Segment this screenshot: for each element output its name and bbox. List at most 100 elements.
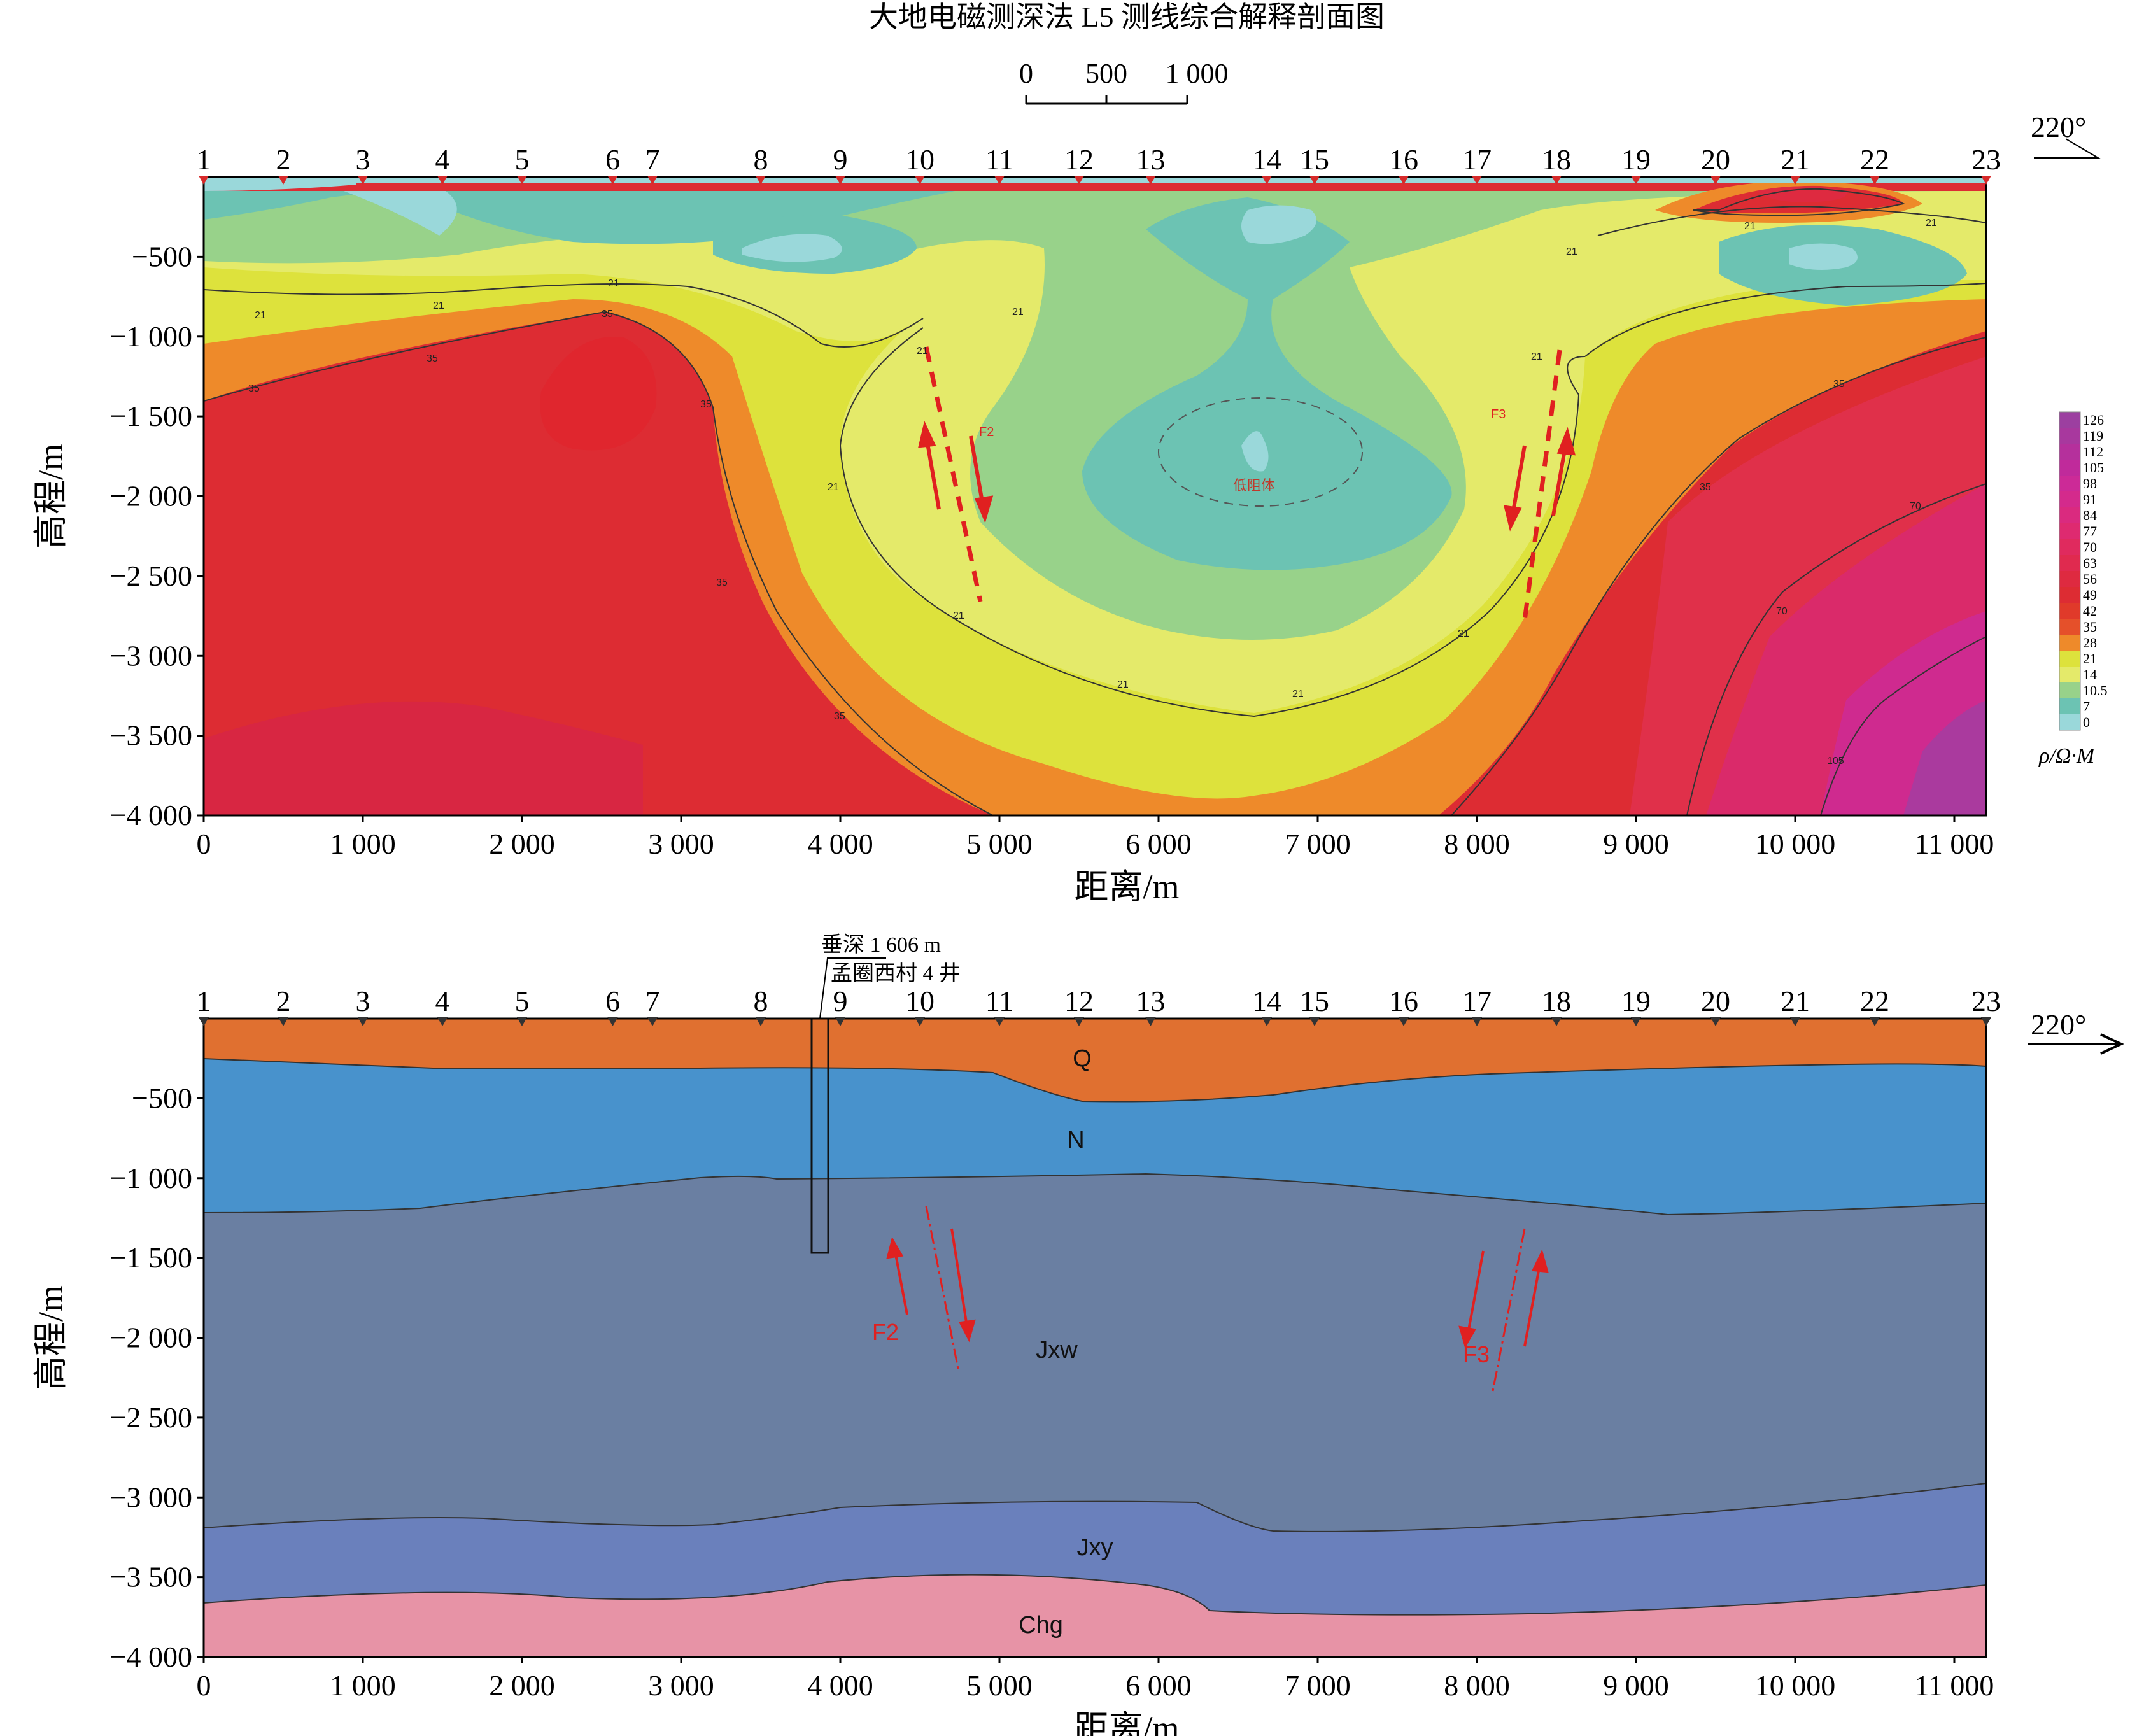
legend-unit: ρ/Ω·M	[2038, 744, 2096, 768]
legend-value: 10.5	[2083, 682, 2108, 698]
scale-bar: 0 500 1 000	[1019, 58, 1229, 105]
station-label: 23	[1971, 143, 2001, 176]
legend-value: 56	[2083, 571, 2097, 587]
legend-value: 119	[2083, 428, 2103, 444]
x-tick-label: 5 000	[966, 828, 1033, 860]
contour-label: 21	[1531, 351, 1542, 362]
x-tick-label: 8 000	[1444, 1669, 1510, 1702]
legend-swatch	[2059, 555, 2080, 572]
x-tick-label: 0	[197, 828, 211, 860]
y-tick-label: −4 000	[110, 1641, 192, 1673]
station-marker	[1631, 176, 1641, 185]
contour-label: 35	[716, 577, 728, 588]
legend-swatch	[2059, 571, 2080, 588]
station-marker	[358, 176, 368, 185]
y-tick-label: −1 000	[110, 320, 192, 353]
y-axis-label: 高程/m	[32, 1285, 70, 1390]
station-label: 4	[435, 985, 450, 1017]
station-label: 20	[1701, 985, 1730, 1017]
legend-swatch	[2059, 428, 2080, 444]
contour-label: 21	[1566, 246, 1577, 257]
contour-label: 21	[255, 310, 266, 321]
station-label: 1	[197, 985, 211, 1017]
station-marker	[1309, 1017, 1320, 1026]
x-axis-label: 距离/m	[1074, 868, 1179, 906]
station-marker	[1145, 1017, 1156, 1026]
x-tick-label: 11 000	[1915, 828, 1994, 860]
station-label: 16	[1389, 143, 1418, 176]
x-tick-label: 4 000	[807, 828, 873, 860]
contour-label: 35	[1700, 482, 1711, 493]
contour-label: 21	[1012, 307, 1024, 318]
x-tick-label: 10 000	[1755, 828, 1836, 860]
station-marker	[1870, 176, 1880, 185]
legend-value: 0	[2083, 714, 2090, 730]
y-tick-label: −2 000	[110, 480, 192, 512]
legend-swatch	[2059, 603, 2080, 619]
station-label: 6	[605, 143, 620, 176]
y-tick-label: −2 500	[110, 1401, 192, 1434]
station-marker	[756, 1017, 766, 1026]
well-name-label: 孟圈西村 4 井	[831, 961, 961, 985]
station-marker	[756, 176, 766, 185]
legend-swatch	[2059, 444, 2080, 460]
x-tick-label: 1 000	[330, 1669, 396, 1702]
contour-label: 35	[248, 383, 260, 394]
contour-label: 70	[1910, 501, 1921, 512]
station-label: 7	[645, 143, 660, 176]
station-marker	[1790, 1017, 1800, 1026]
x-tick-label: 2 000	[489, 828, 555, 860]
fault-label-f3-top: F3	[1491, 407, 1506, 421]
contour-label: 35	[700, 399, 712, 410]
station-marker	[994, 176, 1005, 185]
legend-value: 7	[2083, 698, 2090, 714]
station-label: 9	[833, 985, 848, 1017]
legend-value: 98	[2083, 476, 2097, 491]
station-marker	[1710, 176, 1721, 185]
legend-value: 112	[2083, 444, 2103, 460]
y-tick-label: −1 500	[110, 400, 192, 432]
station-label: 11	[985, 985, 1013, 1017]
direction-bottom-label: 220°	[2031, 1008, 2086, 1041]
station-marker	[1981, 176, 1991, 185]
scale-label-0: 0	[1019, 58, 1033, 89]
station-label: 18	[1542, 985, 1571, 1017]
station-label: 2	[276, 985, 291, 1017]
station-label: 23	[1971, 985, 2001, 1017]
scale-label-500: 500	[1085, 58, 1127, 89]
station-marker	[1981, 1017, 1991, 1026]
station-marker	[1790, 176, 1800, 185]
station-marker	[1710, 1017, 1721, 1026]
station-marker	[1262, 176, 1272, 185]
contour-label: 21	[1292, 689, 1304, 700]
legend-swatch	[2059, 714, 2080, 731]
x-tick-label: 7 000	[1285, 828, 1351, 860]
x-tick-label: 11 000	[1915, 1669, 1994, 1702]
x-tick-label: 3 000	[648, 1669, 714, 1702]
station-label: 22	[1860, 143, 1889, 176]
well-column	[810, 1019, 829, 1254]
legend-swatch	[2059, 635, 2080, 651]
station-label: 13	[1136, 143, 1166, 176]
legend-value: 91	[2083, 491, 2097, 507]
station-marker	[517, 1017, 527, 1026]
station-label: 14	[1252, 985, 1281, 1017]
direction-top-label: 220°	[2031, 111, 2086, 143]
station-label: 6	[605, 985, 620, 1017]
station-label: 19	[1621, 985, 1651, 1017]
station-label: 18	[1542, 143, 1571, 176]
station-marker	[1399, 1017, 1409, 1026]
y-tick-label: −3 500	[110, 719, 192, 752]
contour-label: 21	[953, 610, 964, 621]
station-marker	[278, 176, 288, 185]
station-marker	[647, 176, 658, 185]
station-marker	[1870, 1017, 1880, 1026]
station-marker	[437, 1017, 448, 1026]
station-label: 13	[1136, 985, 1166, 1017]
station-label: 4	[435, 143, 450, 176]
x-tick-label: 8 000	[1444, 828, 1510, 860]
station-marker	[199, 176, 209, 185]
legend-swatch	[2059, 412, 2080, 428]
contour-label: 35	[427, 353, 438, 364]
station-label: 10	[905, 985, 935, 1017]
